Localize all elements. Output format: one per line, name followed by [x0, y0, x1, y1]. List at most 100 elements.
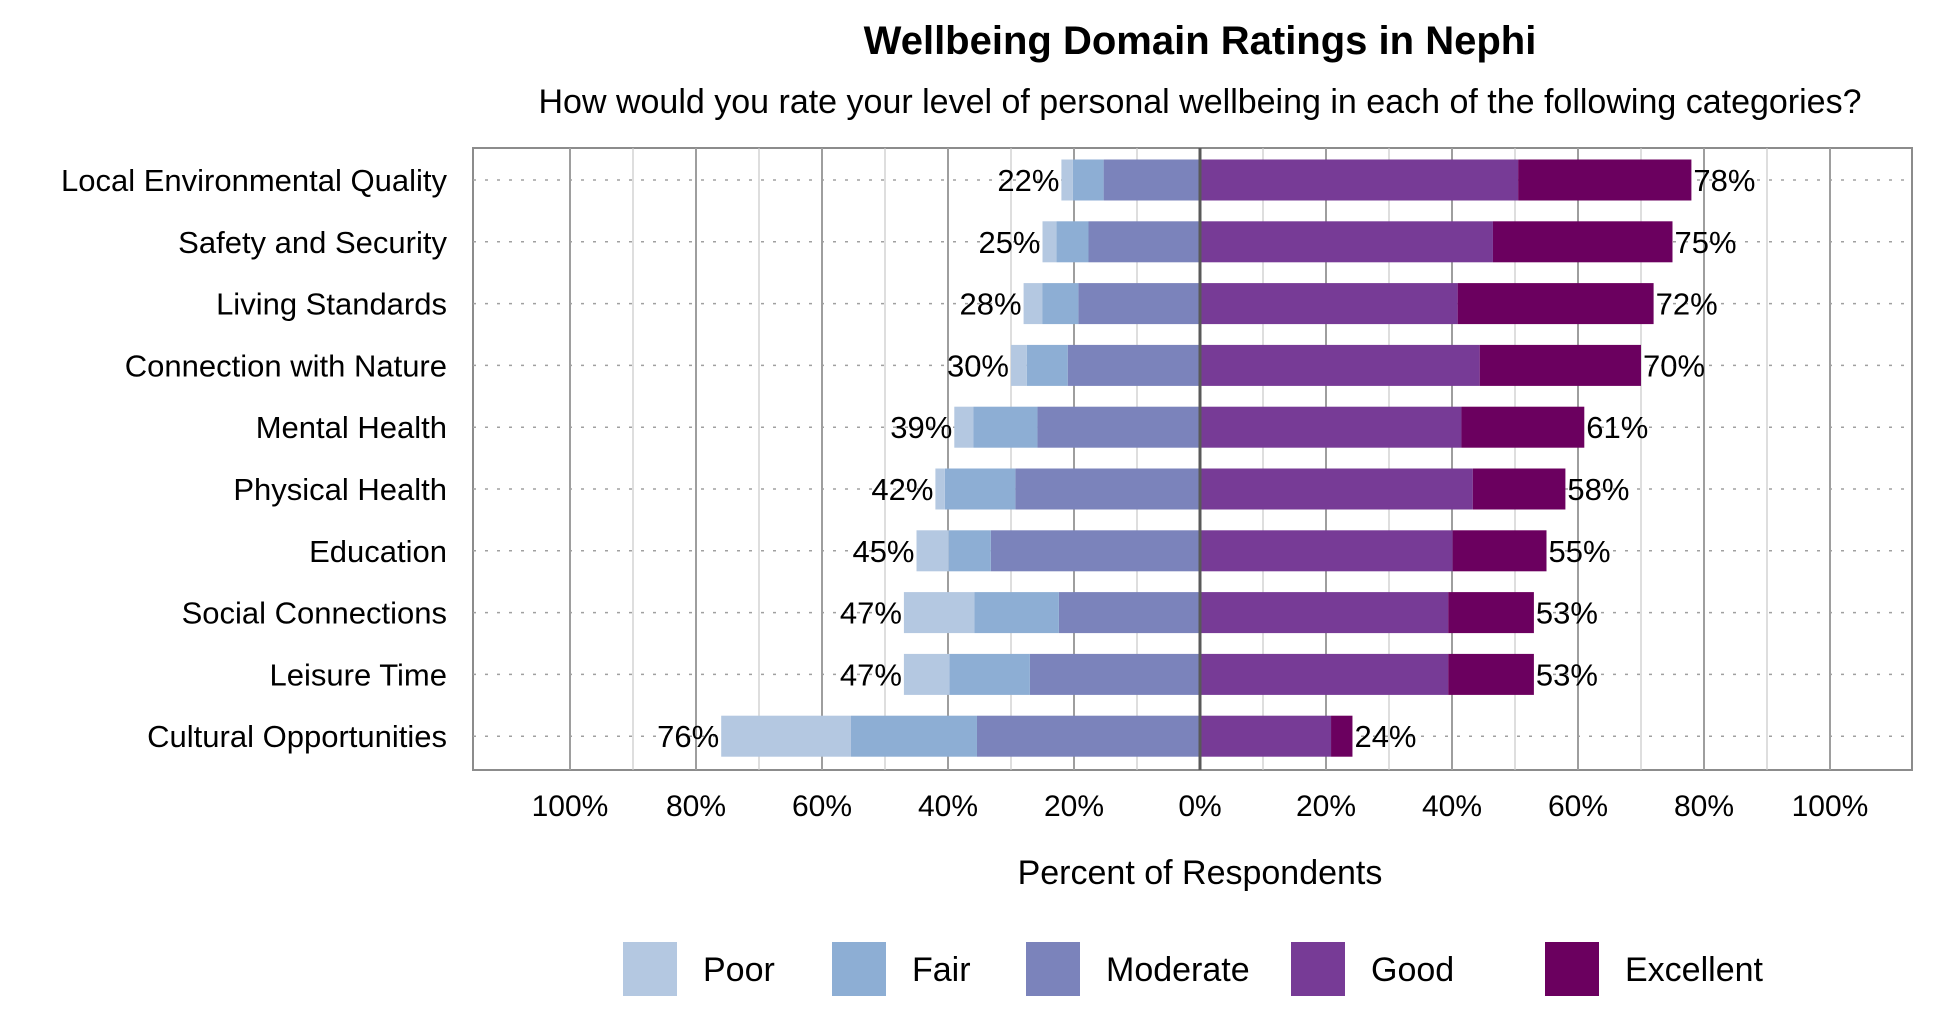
bar-excellent — [1448, 653, 1534, 695]
data-label-negative-total: 47% — [840, 596, 902, 631]
category-label: Social Connections — [182, 596, 447, 631]
x-tick-label: 20% — [1296, 790, 1356, 823]
category-label: Safety and Security — [178, 225, 447, 260]
data-labels: 22% 78% 25% 75% 28% 72% 30% 70% 39% 61% 42% 58% 45% 5… — [657, 163, 1755, 754]
legend-swatch-moderate — [1026, 942, 1080, 996]
bar-moderate — [1037, 406, 1200, 448]
bar-fair — [974, 592, 1059, 634]
category-label: Cultural Opportunities — [147, 719, 447, 754]
category-label: Leisure Time — [270, 657, 447, 692]
legend-label-moderate: Moderate — [1106, 951, 1250, 989]
category-label: Local Environmental Quality — [61, 163, 447, 198]
bar-poor — [1011, 344, 1027, 386]
data-label-positive-total: 75% — [1675, 225, 1737, 260]
data-label-positive-total: 61% — [1586, 410, 1648, 445]
legend-swatch-good — [1291, 942, 1345, 996]
x-tick-label: 100% — [532, 790, 609, 823]
bar-fair — [1026, 344, 1068, 386]
data-label-negative-total: 28% — [960, 287, 1022, 322]
bar-good — [1200, 159, 1519, 201]
category-label: Education — [309, 534, 447, 569]
plot-frame — [472, 147, 1913, 771]
bar-fair — [973, 406, 1038, 448]
bar-moderate — [1103, 159, 1200, 201]
data-label-negative-total: 39% — [890, 410, 952, 445]
bar-good — [1200, 653, 1449, 695]
data-label-positive-total: 72% — [1656, 287, 1718, 322]
bar-fair — [1072, 159, 1104, 201]
data-label-positive-total: 55% — [1549, 534, 1611, 569]
bar-fair — [1056, 221, 1089, 263]
bar-poor — [903, 653, 950, 695]
data-label-positive-total: 58% — [1567, 472, 1629, 507]
category-labels: Local Environmental Quality Safety and Se… — [61, 163, 447, 754]
x-tick-label: 20% — [1044, 790, 1104, 823]
category-label: Connection with Nature — [125, 348, 447, 383]
bar-fair — [850, 715, 977, 757]
bar-excellent — [1448, 592, 1534, 634]
bar-good — [1200, 592, 1449, 634]
x-axis-title: Percent of Respondents — [1018, 854, 1383, 892]
bar-excellent — [1452, 530, 1547, 572]
data-label-negative-total: 76% — [657, 719, 719, 754]
bar-moderate — [1029, 653, 1200, 695]
bar-moderate — [1078, 283, 1200, 325]
bar-good — [1200, 221, 1493, 263]
x-tick-label: 60% — [792, 790, 852, 823]
bar-good — [1200, 406, 1462, 448]
data-label-negative-total: 42% — [871, 472, 933, 507]
data-label-positive-total: 53% — [1536, 657, 1598, 692]
category-label: Mental Health — [256, 410, 447, 445]
data-label-positive-total: 78% — [1693, 163, 1755, 198]
bar-good — [1200, 344, 1480, 386]
x-tick-labels: 100% 80% 60% 40% 20% 0% 20% 40% 60% 80% 100% — [532, 790, 1869, 823]
bar-excellent — [1518, 159, 1692, 201]
category-label: Physical Health — [233, 472, 447, 507]
bar-poor — [916, 530, 949, 572]
bar-fair — [948, 530, 991, 572]
bar-good — [1200, 283, 1458, 325]
bar-poor — [1042, 221, 1057, 263]
bar-moderate — [990, 530, 1200, 572]
x-tick-label: 60% — [1548, 790, 1608, 823]
bar-moderate — [1058, 592, 1200, 634]
x-tick-label: 80% — [1674, 790, 1734, 823]
bar-moderate — [1015, 468, 1200, 510]
bar-good — [1200, 468, 1473, 510]
data-label-negative-total: 45% — [852, 534, 914, 569]
legend-label-excellent: Excellent — [1625, 951, 1764, 989]
bar-fair — [944, 468, 1016, 510]
bar-fair — [1042, 283, 1079, 325]
legend-label-fair: Fair — [912, 951, 971, 989]
chart-title: Wellbeing Domain Ratings in Nephi — [864, 19, 1537, 63]
x-tick-label: 40% — [1422, 790, 1482, 823]
bar-excellent — [1331, 715, 1353, 757]
data-label-positive-total: 53% — [1536, 596, 1598, 631]
bar-good — [1200, 715, 1332, 757]
bar-good — [1200, 530, 1453, 572]
data-label-negative-total: 47% — [840, 657, 902, 692]
bar-poor — [903, 592, 975, 634]
legend-label-poor: Poor — [703, 951, 775, 989]
bars — [721, 148, 1692, 770]
data-label-positive-total: 70% — [1643, 348, 1705, 383]
bar-moderate — [1088, 221, 1200, 263]
chart-subtitle: How would you rate your level of persona… — [539, 83, 1862, 121]
legend-swatch-poor — [623, 942, 677, 996]
bar-moderate — [1067, 344, 1200, 386]
data-label-negative-total: 25% — [978, 225, 1040, 260]
bar-poor — [935, 468, 945, 510]
x-tick-label: 80% — [666, 790, 726, 823]
bar-poor — [1061, 159, 1073, 201]
bar-poor — [1023, 283, 1043, 325]
bar-moderate — [976, 715, 1200, 757]
category-label: Living Standards — [216, 287, 447, 322]
bar-poor — [954, 406, 974, 448]
x-tick-label: 40% — [918, 790, 978, 823]
x-tick-label: 100% — [1792, 790, 1869, 823]
bar-poor — [721, 715, 851, 757]
legend: Poor Fair Moderate Good Excellent — [623, 942, 1764, 996]
data-label-negative-total: 30% — [947, 348, 1009, 383]
legend-swatch-excellent — [1545, 942, 1599, 996]
